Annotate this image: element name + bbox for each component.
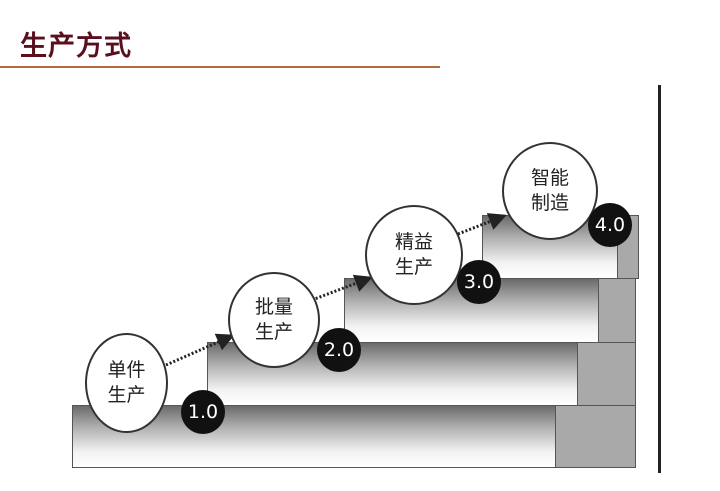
version-badge-2: 2.0: [317, 328, 361, 372]
stair-step-3-end: [598, 278, 636, 343]
connector-1-2: [165, 333, 235, 367]
page-title: 生产方式: [20, 31, 132, 62]
stage-circle-single-piece: 单件 生产: [85, 333, 168, 433]
connector-3-4: [457, 213, 507, 236]
stair-step-2-end: [577, 342, 636, 406]
stage-label: 生产: [394, 256, 433, 278]
stage-circle-batch: 批量 生产: [228, 272, 320, 368]
title-underline: [0, 66, 440, 68]
stage-label: 生产: [107, 384, 146, 406]
stage-label: 智能: [530, 167, 569, 189]
stage-label: 生产: [254, 321, 293, 343]
stage-label: 精益: [394, 231, 433, 253]
version-badge-1: 1.0: [181, 390, 225, 434]
vertical-divider: [658, 85, 661, 473]
stage-label: 制造: [530, 192, 569, 214]
stage-circle-smart: 智能 制造: [502, 142, 598, 240]
version-badge-3: 3.0: [457, 260, 501, 304]
version-badge-4: 4.0: [588, 203, 632, 247]
stage-label: 批量: [254, 296, 293, 318]
stage-label: 单件: [107, 359, 146, 381]
connector-2-3: [311, 274, 373, 302]
stair-step-1: [72, 405, 636, 468]
stage-circle-lean: 精益 生产: [365, 205, 463, 305]
